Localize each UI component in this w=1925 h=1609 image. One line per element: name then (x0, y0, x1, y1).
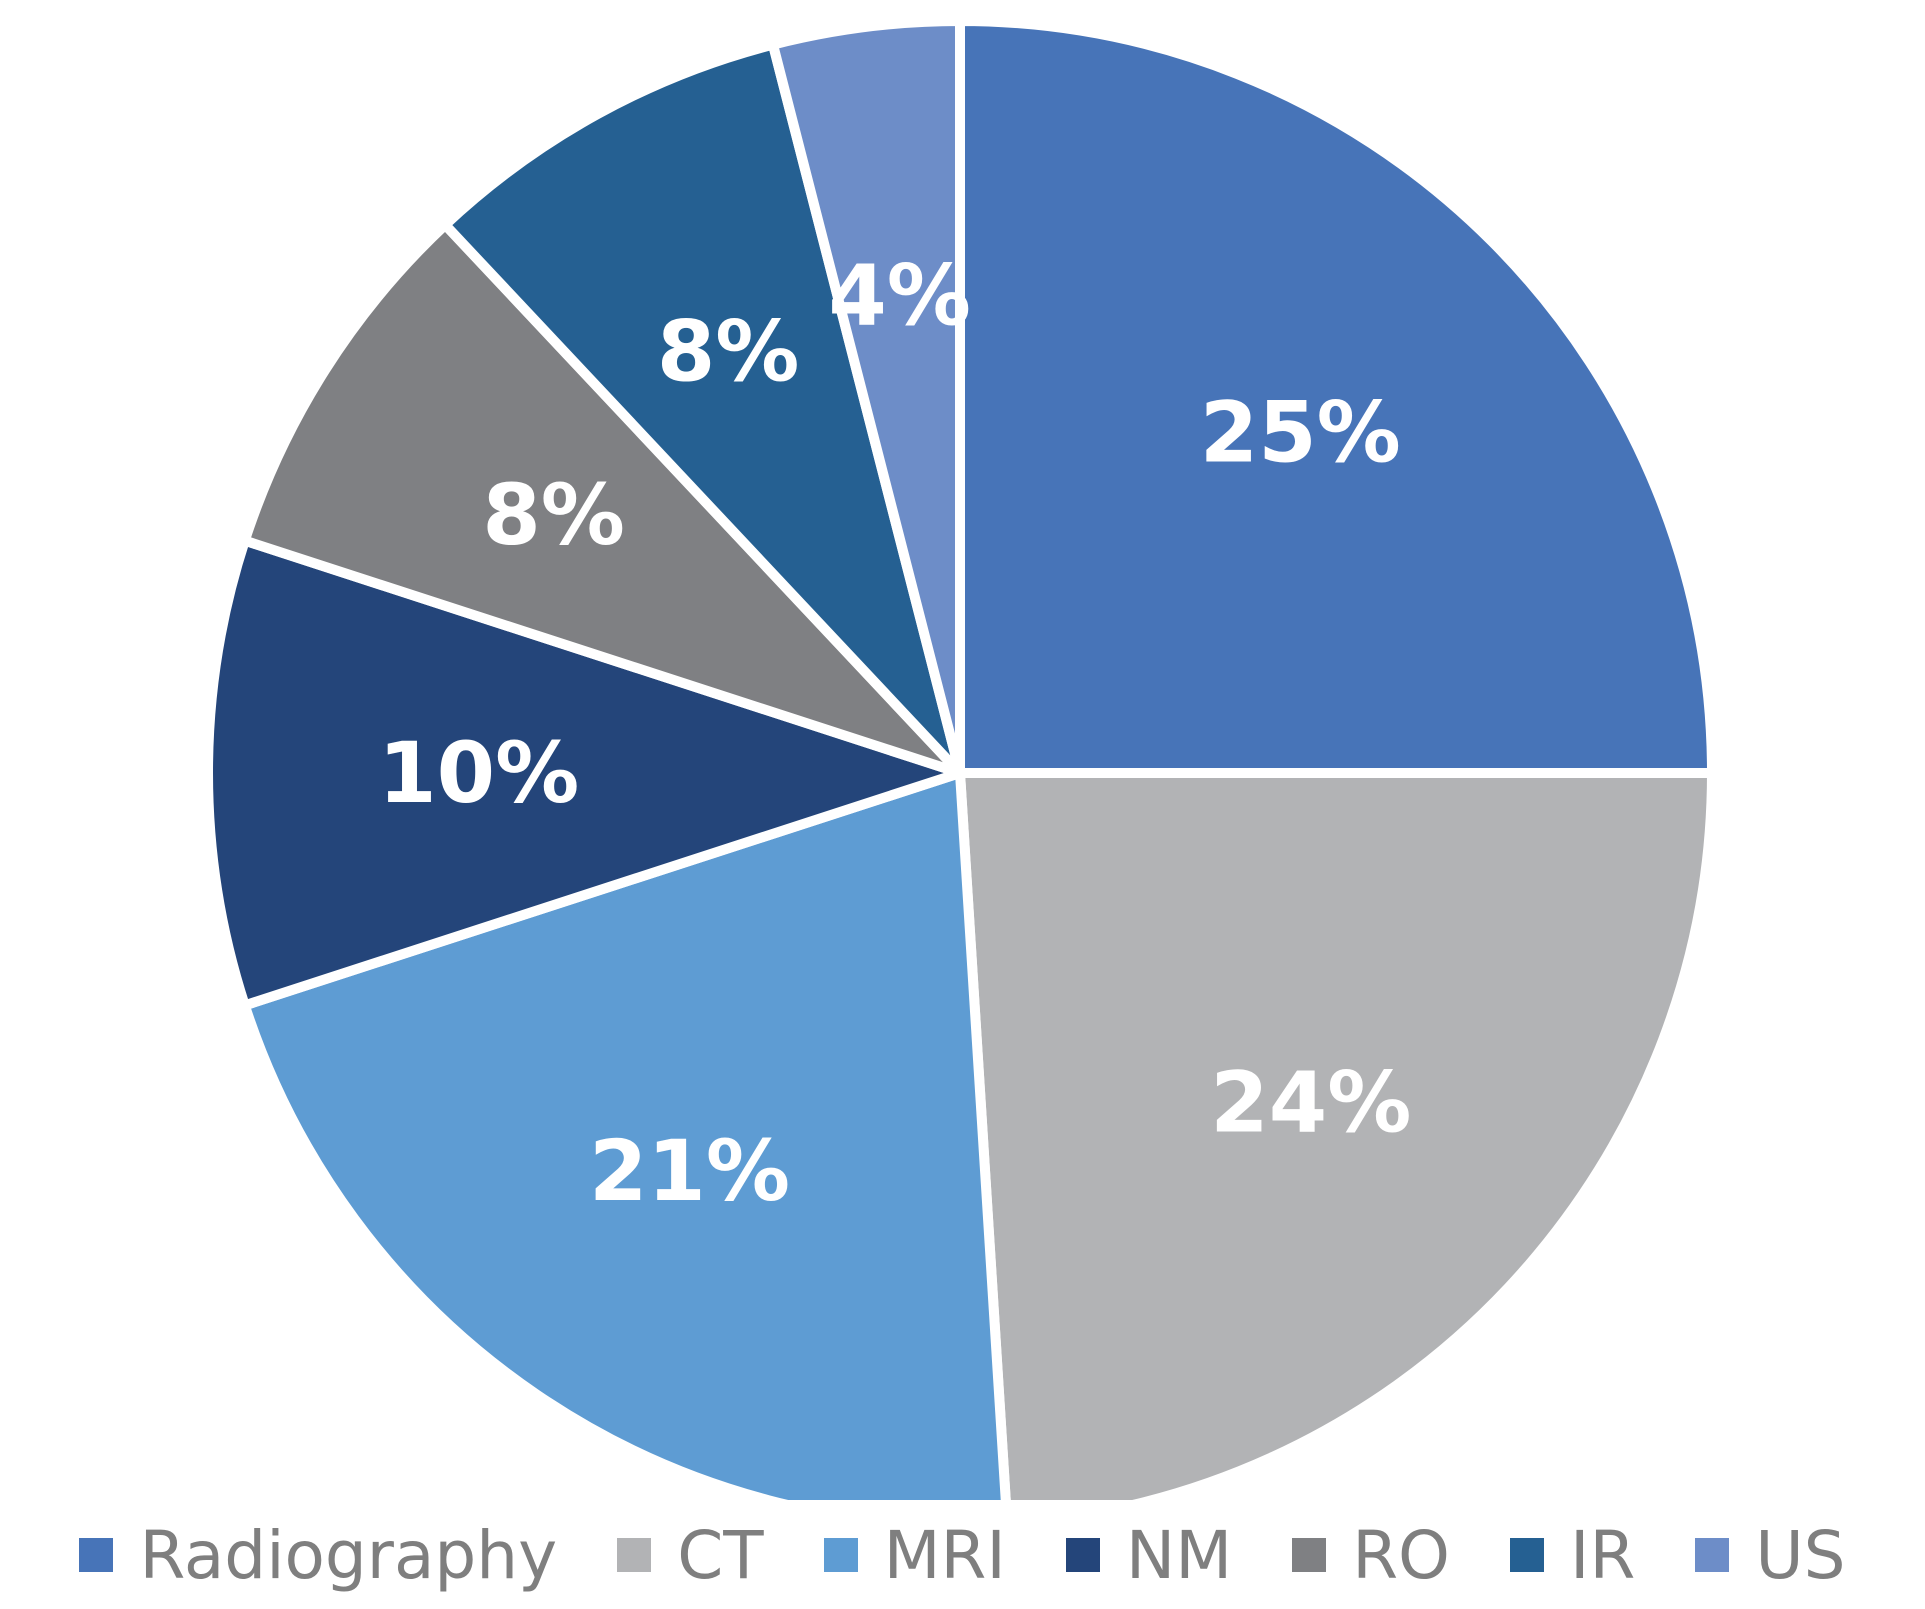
legend-swatch (79, 1538, 114, 1572)
pie-slice-us (767, 16, 965, 778)
legend-label: NM (1125, 1516, 1233, 1594)
legend-swatch (1510, 1538, 1545, 1572)
legend-label: MRI (883, 1516, 1006, 1594)
legend-swatch (617, 1538, 652, 1572)
legend-item-us: US (1695, 1516, 1846, 1594)
legend-label: Radiography (139, 1516, 558, 1594)
legend-label: US (1755, 1516, 1846, 1594)
pie-data-labels: 25% 24% 21% 10% 8% 8% 4% (378, 247, 1411, 1221)
legend-swatch (1065, 1538, 1100, 1572)
legend-swatch (823, 1538, 858, 1572)
data-label-ro: 8% (482, 466, 625, 564)
legend-item-ir: IR (1510, 1517, 1635, 1594)
data-label-mri: 21% (589, 1122, 790, 1220)
pie-slice-ir (440, 39, 965, 778)
pie-slices (203, 16, 1717, 1500)
data-label-ir: 8% (657, 302, 800, 400)
legend-item-ct: CT (617, 1516, 764, 1594)
legend-label: IR (1570, 1516, 1636, 1594)
pie-slice-mri (239, 768, 1011, 1500)
legend-swatch (1695, 1538, 1730, 1572)
legend-swatch (1292, 1538, 1327, 1572)
data-label-radiography: 25% (1200, 384, 1401, 482)
pie-chart: 25% 24% 21% 10% 8% 8% 4% (203, 16, 1717, 1500)
legend: Radiography CT MRI NM RO IR US (0, 1510, 1925, 1600)
legend-label: CT (677, 1516, 764, 1594)
legend-item-ro: RO (1292, 1517, 1450, 1594)
pie-slice-nm (203, 535, 965, 1011)
data-label-ct: 24% (1210, 1053, 1411, 1151)
legend-item-mri: MRI (823, 1516, 1006, 1594)
data-label-nm: 10% (378, 724, 579, 822)
data-label-us: 4% (828, 247, 971, 345)
legend-item-radiography: Radiography (79, 1517, 557, 1594)
pie-slice-ct (955, 768, 1717, 1500)
pie-slice-radiography (955, 16, 1717, 778)
legend-item-nm: NM (1065, 1516, 1233, 1594)
legend-label: RO (1352, 1516, 1451, 1594)
pie-slice-ro (239, 219, 965, 778)
